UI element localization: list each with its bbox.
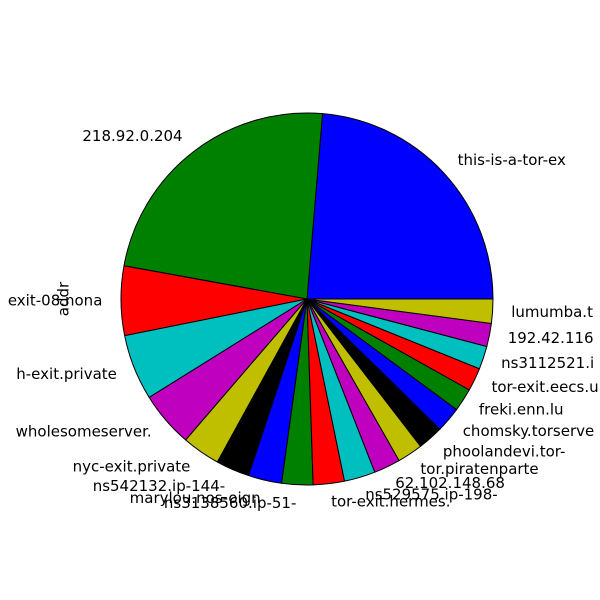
slice-label: ns3112521.i <box>501 354 594 372</box>
slice-label: marylou.nos-oign <box>130 489 261 507</box>
slice-label: lumumba.t <box>511 303 593 321</box>
slice-label: 192.42.116 <box>508 329 594 347</box>
y-axis-label: addr <box>55 281 73 316</box>
slice-label: this-is-a-tor-ex <box>458 151 566 169</box>
slice-label: exit-08.nona <box>8 291 103 309</box>
slice-label: freki.enn.lu <box>479 401 564 419</box>
pie-slices <box>120 112 494 486</box>
slice-label: h-exit.private <box>16 365 117 383</box>
slice-label: ns542132.ip-144- <box>93 477 226 495</box>
slice-label: tor.piratenparte <box>420 460 538 478</box>
pie-slice <box>306 113 494 300</box>
pie-slice <box>306 298 494 325</box>
slice-label: ns3138560.ip-51- <box>164 494 297 512</box>
pie-slice <box>123 112 324 300</box>
pie-labels: this-is-a-tor-ex 218.92.0.204 exit-08.nona… <box>8 127 599 512</box>
slice-label: ns529575.ip-198- <box>365 486 498 504</box>
slice-label: tor-exit.eecs.u <box>492 378 599 396</box>
slice-label: phoolandevi.tor- <box>443 443 566 461</box>
slice-label: 62.102.148.68 <box>395 474 505 492</box>
slice-label: nyc-exit.private <box>73 458 191 476</box>
slice-label: chomsky.torserve <box>463 422 595 440</box>
slice-label: tor-exit.hermes. <box>331 493 450 511</box>
slice-label: wholesomeserver. <box>16 423 152 441</box>
slice-label: 218.92.0.204 <box>82 127 182 145</box>
